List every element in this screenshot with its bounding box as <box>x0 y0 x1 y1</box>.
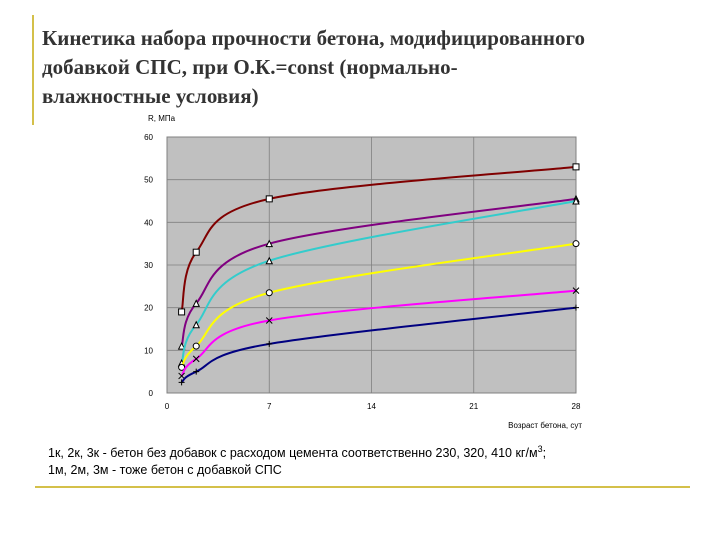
marker <box>265 195 273 203</box>
series-line <box>180 289 577 377</box>
marker <box>192 355 200 363</box>
x-axis-label: Возраст бетона, сут <box>508 421 582 430</box>
marker <box>572 287 580 294</box>
series-line <box>180 200 577 364</box>
marker <box>192 320 201 329</box>
title-line: добавкой СПС, при О.К.=const (нормально- <box>42 55 458 79</box>
marker <box>178 308 186 316</box>
marker <box>177 341 186 350</box>
marker <box>265 317 273 324</box>
y-tick-label: 50 <box>144 176 153 185</box>
y-axis-label: R, МПа <box>148 114 176 123</box>
y-tick-label: 10 <box>144 346 153 355</box>
marker <box>265 256 274 265</box>
y-tick-label: 60 <box>144 133 153 142</box>
y-tick-label: 40 <box>144 218 153 227</box>
note-sup: 3 <box>538 444 543 454</box>
y-tick-label: 20 <box>144 304 153 313</box>
y-tick-label: 0 <box>149 389 154 398</box>
marker <box>265 289 273 297</box>
note-text: 1к, 2к, 3к - бетон без добавок с расходо… <box>48 446 538 460</box>
marker <box>265 239 274 248</box>
y-tick-label: 30 <box>144 261 153 270</box>
note-text: ; <box>543 446 546 460</box>
title-line: влажностные условия) <box>42 84 259 108</box>
x-tick-label: 21 <box>469 402 478 411</box>
marker <box>573 304 579 311</box>
plot-border <box>166 136 577 394</box>
x-tick-label: 28 <box>572 402 581 411</box>
note: 1м, 2м, 3м - тоже бетон с добавкой СПС <box>48 463 282 477</box>
marker <box>572 163 580 171</box>
marker <box>192 248 200 256</box>
marker <box>266 340 273 347</box>
marker <box>192 299 201 307</box>
marker <box>572 240 580 248</box>
series-line <box>180 242 577 368</box>
note: 1к, 2к, 3к - бетон без добавок с расходо… <box>48 444 546 460</box>
x-tick-label: 14 <box>367 402 376 411</box>
marker <box>178 372 185 380</box>
title-line: Кинетика набора прочности бетона, модифи… <box>42 26 585 50</box>
marker <box>178 379 185 386</box>
marker <box>572 196 580 205</box>
x-tick-label: 7 <box>267 402 272 411</box>
x-tick-label: 0 <box>165 402 170 411</box>
series-line <box>180 197 577 347</box>
series-line <box>180 165 577 313</box>
marker <box>192 342 200 350</box>
marker <box>178 363 186 371</box>
marker <box>193 368 200 375</box>
